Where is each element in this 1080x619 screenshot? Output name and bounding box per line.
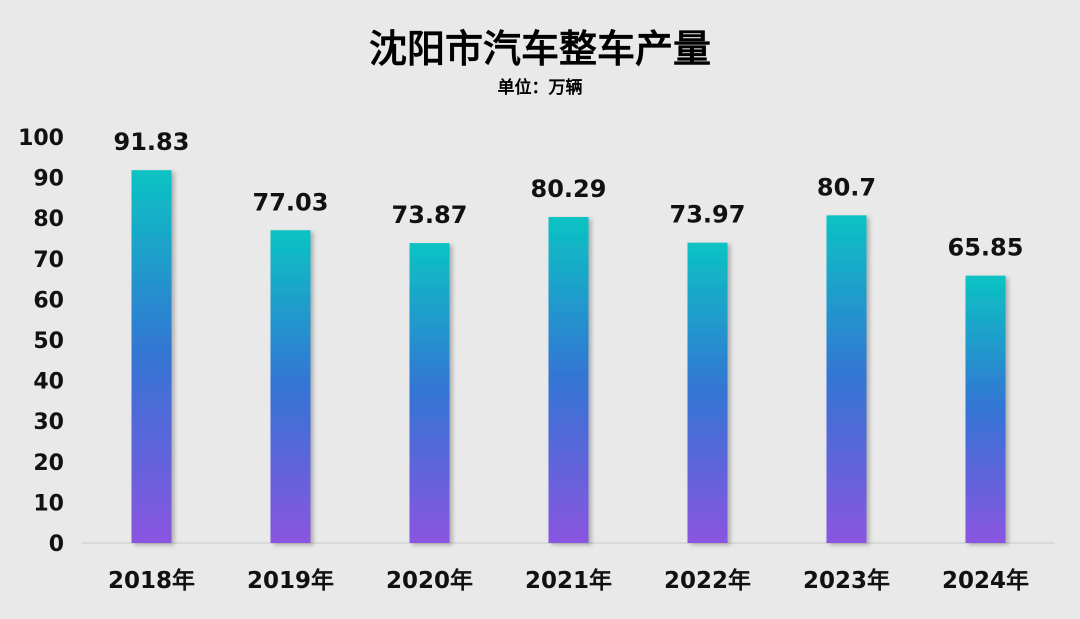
data-label: 73.87 [392, 201, 468, 229]
x-tick-label: 2021年 [525, 567, 612, 594]
y-axis: 0 10 20 30 40 50 60 70 80 90 100 [18, 126, 64, 557]
y-tick-label: 40 [33, 370, 64, 395]
x-axis: 2018年 2019年 2020年 2021年 2022年 2023年 2024年 [108, 567, 1029, 594]
y-tick-label: 70 [33, 248, 64, 273]
bar [965, 275, 1006, 543]
data-label: 73.97 [670, 201, 746, 229]
y-tick-label: 30 [33, 410, 64, 435]
x-tick-label: 2020年 [386, 567, 473, 594]
y-tick-label: 80 [33, 207, 64, 232]
data-label: 91.83 [114, 128, 190, 156]
y-tick-label: 20 [33, 451, 64, 476]
data-label: 65.85 [948, 234, 1024, 262]
y-tick-label: 0 [49, 532, 64, 557]
y-tick-label: 90 [33, 167, 64, 192]
x-tick-label: 2019年 [247, 567, 334, 594]
data-label: 80.7 [817, 173, 876, 201]
x-tick-label: 2024年 [942, 567, 1029, 594]
bar [270, 230, 311, 544]
y-tick-label: 100 [18, 126, 64, 151]
data-label: 77.03 [253, 188, 329, 216]
y-tick-label: 60 [33, 288, 64, 313]
bar [548, 217, 589, 544]
bar-series [131, 170, 1006, 544]
chart-subtitle: 单位：万辆 [498, 77, 583, 98]
y-tick-label: 50 [33, 329, 64, 354]
bar [131, 170, 172, 543]
chart-title: 沈阳市汽车整车产量 [369, 27, 711, 71]
bar [826, 215, 867, 543]
y-tick-label: 10 [33, 491, 64, 516]
x-tick-label: 2023年 [803, 567, 890, 594]
bar [409, 243, 450, 543]
data-labels: 91.83 77.03 73.87 80.29 73.97 80.7 65.85 [114, 128, 1024, 261]
x-tick-label: 2018年 [108, 567, 195, 594]
bar [687, 242, 728, 543]
data-label: 80.29 [531, 175, 607, 203]
x-tick-label: 2022年 [664, 567, 751, 594]
